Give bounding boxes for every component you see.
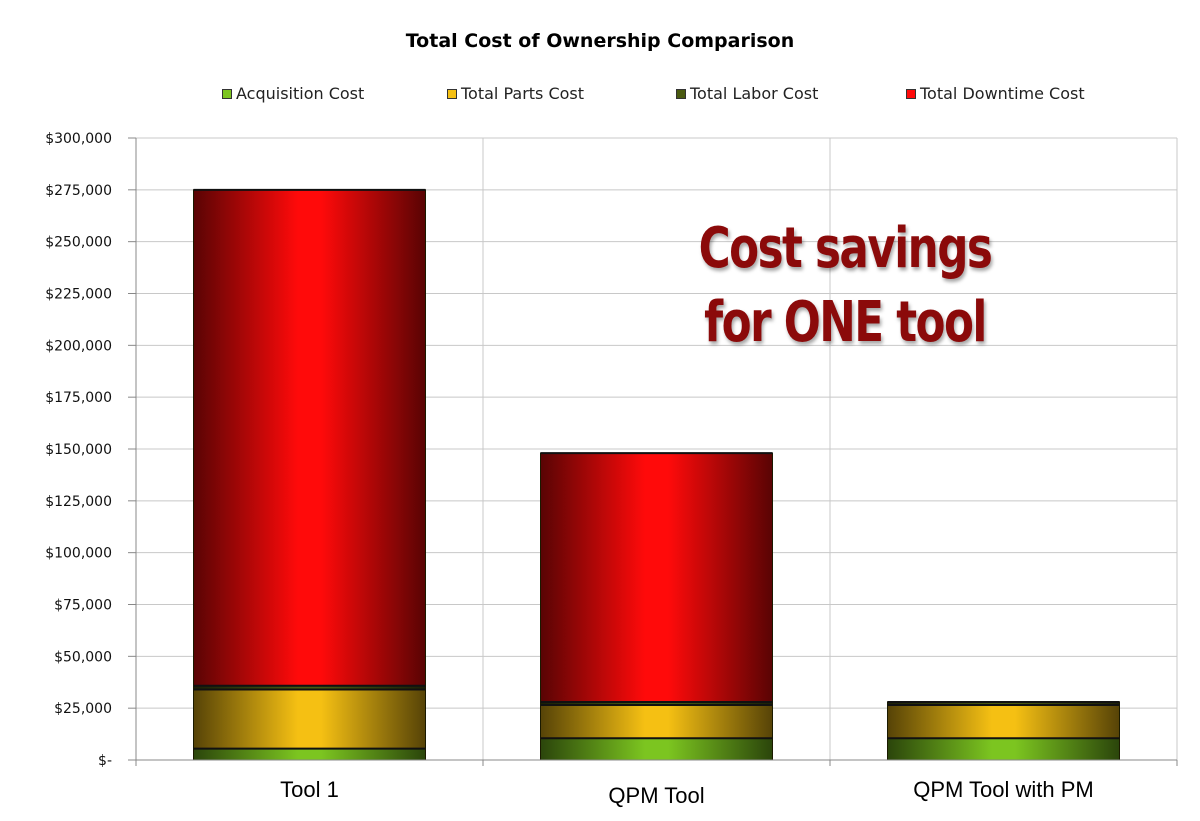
y-tick-label: $75,000 [54,598,112,614]
cost-savings-annotation: Cost savings for ONE tool [654,212,1036,360]
bar-segment [887,704,1120,739]
legend-label: Total Downtime Cost [920,84,1085,103]
x-tick-label: QPM Tool with PM [913,777,1094,802]
y-tick-label: $300,000 [45,131,112,147]
annotation-line-2: for ONE tool [704,290,987,355]
y-tick-label: $50,000 [54,649,112,665]
tick-labels: $- $25,000 $50,000 $75,000 $100,000 $125,000 $… [45,131,1094,808]
bar-segment [887,737,1120,761]
x-tick-label: Tool 1 [280,777,339,802]
legend-item: Total Labor Cost [676,84,818,103]
y-tick-label: $150,000 [45,442,112,458]
legend-label: Total Labor Cost [690,84,819,103]
bar-segment [193,189,426,687]
y-tick-label: $- [98,753,112,769]
legend-label: Total Parts Cost [461,84,585,103]
bar-layer [193,188,1120,761]
legend-swatch [447,88,457,99]
bar-segment [540,452,773,703]
y-tick-label: $225,000 [45,287,112,303]
bar-segment [540,737,773,761]
x-tick-label: QPM Tool [608,783,704,808]
y-tick-label: $100,000 [45,546,112,562]
y-tick-label: $125,000 [45,494,112,510]
y-tick-label: $275,000 [45,183,112,199]
legend-swatch [676,88,686,99]
y-tick-label: $200,000 [45,338,112,354]
axes [128,137,1178,766]
legend-swatch [222,88,232,99]
chart-title: Total Cost of Ownership Comparison [405,30,795,52]
bar-segment [193,689,426,750]
legend-item: Total Parts Cost [447,84,584,103]
y-tick-label: $175,000 [45,390,112,406]
legend-swatch [906,88,916,99]
annotation-line-1: Cost savings [698,216,993,281]
bar-segment [540,704,773,739]
bar-segment [193,748,426,761]
legend-label: Acquisition Cost [236,84,365,103]
legend-item: Acquisition Cost [222,84,364,103]
legend: Acquisition Cost Total Parts Cost Total La… [0,84,1200,106]
y-tick-label: $250,000 [45,235,112,251]
legend-item: Total Downtime Cost [906,84,1085,103]
y-tick-label: $25,000 [54,701,112,717]
